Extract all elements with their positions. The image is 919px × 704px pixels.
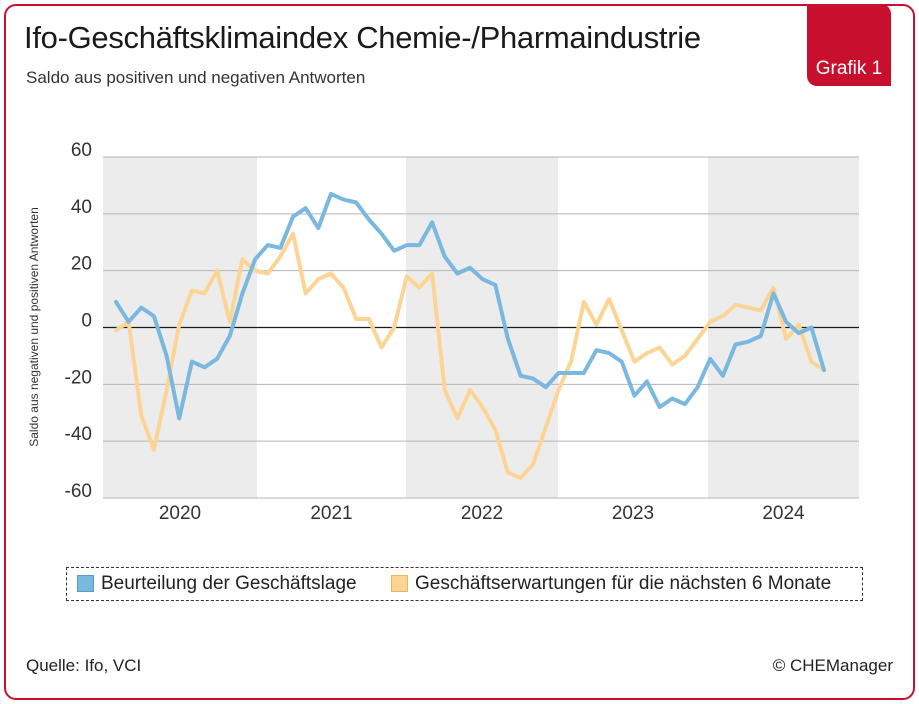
y-axis-label: Saldo aus negativen und positiven Antwor…	[27, 207, 41, 447]
figure-badge: Grafik 1	[807, 4, 891, 86]
chart-title: Ifo-Geschäftsklimaindex Chemie-/Pharmain…	[24, 20, 701, 55]
x-tick-label: 2024	[762, 503, 805, 524]
series-line-lage	[114, 191, 826, 421]
y-tick-label: 40	[71, 197, 92, 218]
y-tick-label: -60	[65, 481, 92, 502]
legend-swatch-lage	[77, 575, 94, 592]
legend-swatch-erwartung	[391, 575, 408, 592]
chart-subtitle: Saldo aus positiven und negativen Antwor…	[26, 68, 366, 87]
legend-label-erwartung: Geschäftserwartungen für die nächsten 6 …	[415, 573, 832, 594]
y-tick-label: 20	[71, 254, 92, 275]
x-tick-label: 2021	[310, 503, 352, 524]
y-tick-label: 60	[71, 140, 92, 161]
y-tick-label: 0	[81, 311, 92, 332]
source-note: Quelle: Ifo, VCI	[26, 656, 142, 675]
line-chart: 60 40 20 0 -20 -40 -60 2020 2021 2022 2023 2024 Sald…	[27, 140, 859, 524]
x-tick-label: 2023	[612, 503, 654, 524]
legend: Beurteilung der Geschäftslage Geschäftse…	[66, 567, 863, 601]
figure-badge-label: Grafik 1	[815, 58, 883, 79]
series-line-erwartung	[114, 231, 826, 481]
legend-label-lage: Beurteilung der Geschäftslage	[101, 573, 357, 594]
x-tick-label: 2020	[159, 503, 201, 524]
y-tick-label: -40	[65, 424, 92, 445]
copyright-note: © CHEManager	[772, 656, 893, 675]
y-tick-label: -20	[65, 367, 92, 388]
x-tick-label: 2022	[461, 503, 503, 524]
